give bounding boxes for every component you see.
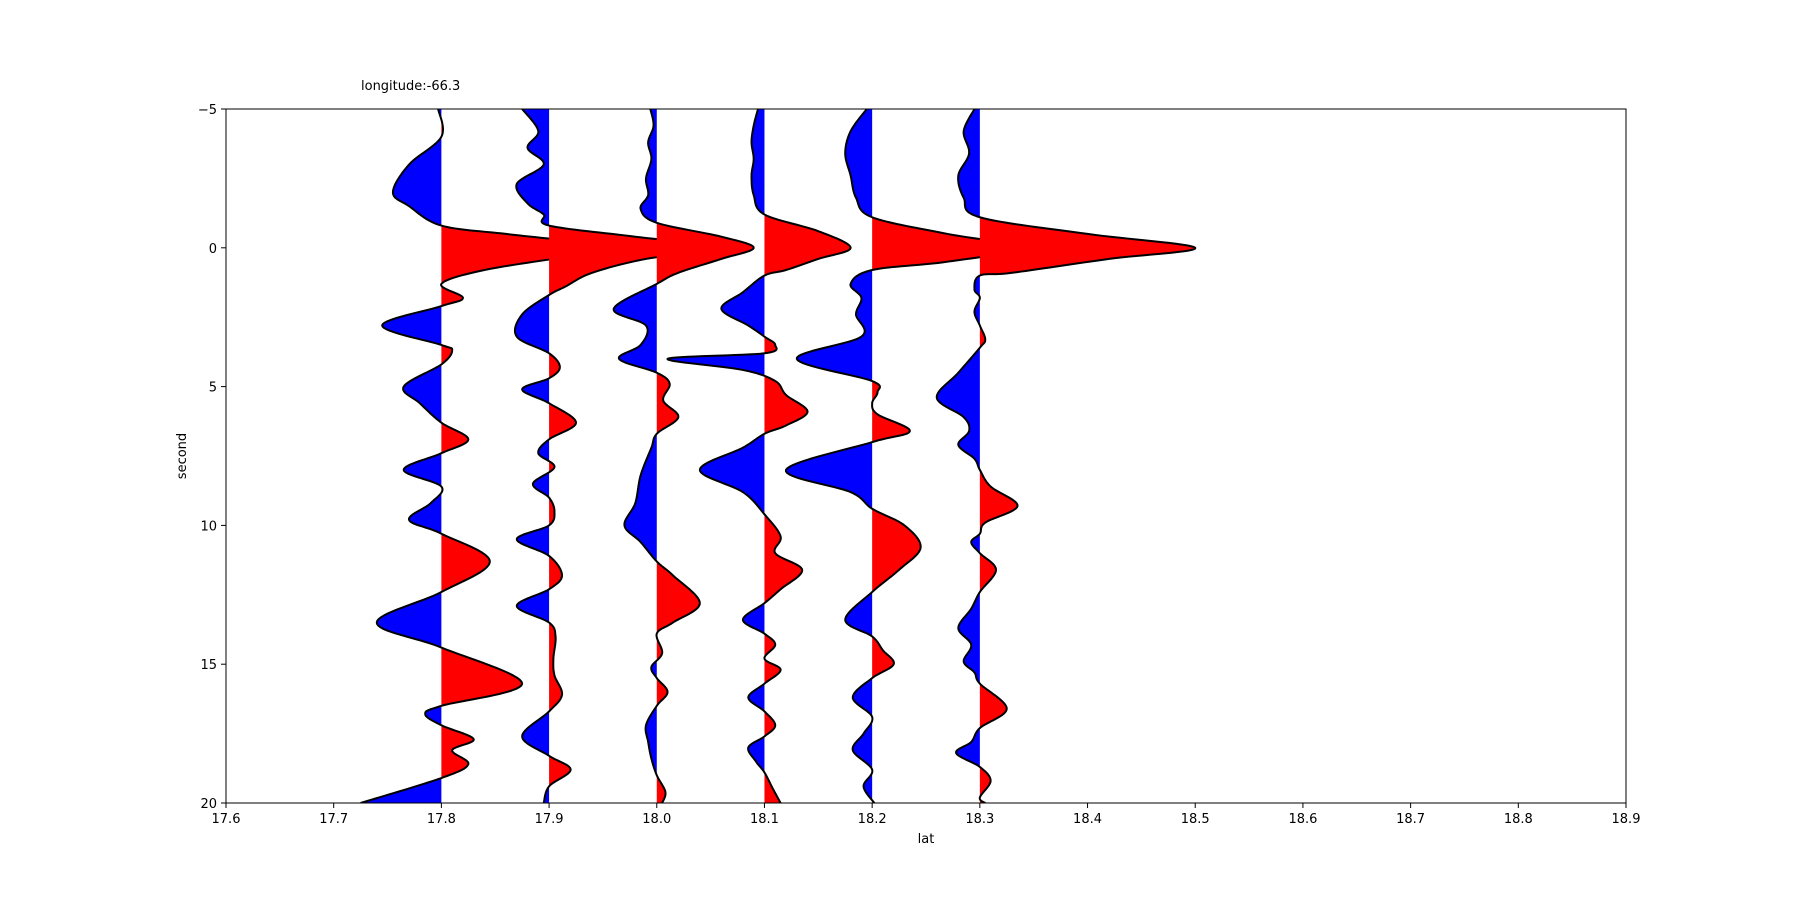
trace-4 — [666, 109, 852, 803]
y-tick-label: 10 — [200, 519, 217, 534]
trace-6-negative-fill — [936, 109, 980, 803]
x-tick-label: 17.8 — [427, 812, 456, 827]
y-tick-label: 15 — [200, 658, 217, 673]
trace-1-positive-fill — [441, 109, 614, 803]
plot-frame — [225, 108, 1627, 804]
y-tick-label: 5 — [209, 381, 217, 396]
y-tick-label: 20 — [200, 797, 217, 812]
trace-6-positive-fill — [979, 109, 1196, 803]
trace-6-line — [935, 109, 1197, 803]
trace-3-line — [612, 109, 755, 803]
trace-5-negative-fill — [785, 109, 873, 803]
x-tick-label: 17.6 — [212, 812, 241, 827]
x-tick-label: 18.4 — [1073, 812, 1102, 827]
trace-3-negative-fill — [613, 109, 657, 803]
y-axis-label: second — [175, 433, 190, 479]
trace-5-positive-fill — [872, 109, 1023, 803]
y-tick-label: −5 — [198, 103, 217, 118]
y-axis: −5 0 5 10 15 20 — [198, 103, 226, 812]
x-tick-label: 18.1 — [750, 812, 779, 827]
trace-6 — [935, 109, 1197, 803]
x-tick-label: 18.0 — [642, 812, 671, 827]
x-tick-label: 18.9 — [1612, 812, 1641, 827]
x-tick-label: 18.5 — [1181, 812, 1210, 827]
x-tick-label: 18.2 — [858, 812, 887, 827]
trace-2 — [513, 109, 723, 803]
x-axis: 17.6 17.7 17.8 17.9 18.0 18.1 18.2 18.3 18.4 18.5… — [212, 803, 1641, 827]
x-axis-label: lat — [918, 832, 935, 847]
x-tick-label: 17.9 — [535, 812, 564, 827]
x-tick-label: 18.6 — [1288, 812, 1317, 827]
trace-3-positive-fill — [656, 109, 754, 803]
trace-4-positive-fill — [764, 109, 851, 803]
trace-1-line — [360, 109, 615, 803]
trace-1-negative-fill — [360, 109, 442, 803]
trace-4-negative-fill — [667, 109, 765, 803]
trace-3 — [612, 109, 755, 803]
trace-2-negative-fill — [514, 109, 550, 803]
trace-1 — [360, 109, 615, 803]
y-tick-label: 0 — [209, 242, 217, 257]
x-tick-label: 18.7 — [1396, 812, 1425, 827]
trace-4-line — [666, 109, 852, 803]
x-tick-label: 18.8 — [1504, 812, 1533, 827]
chart-title: longitude:-66.3 — [361, 79, 460, 94]
x-tick-label: 17.7 — [319, 812, 348, 827]
x-tick-label: 18.3 — [965, 812, 994, 827]
trace-2-positive-fill — [549, 109, 722, 803]
trace-2-line — [513, 109, 723, 803]
traces-group — [360, 109, 1197, 803]
